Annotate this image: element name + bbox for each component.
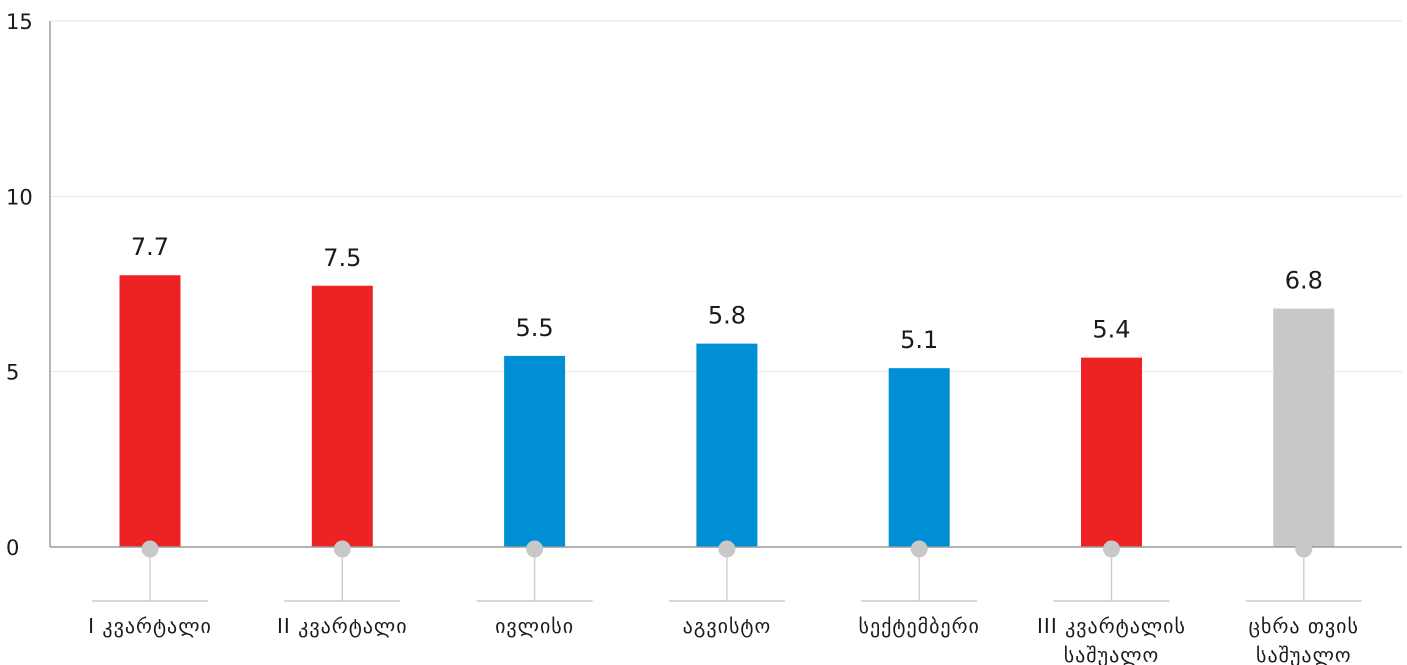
bar [119, 275, 181, 547]
category-marker-dot [1103, 540, 1120, 558]
value-label: 5.8 [708, 302, 746, 330]
bar [888, 368, 950, 547]
value-label: 5.4 [1092, 316, 1130, 344]
x-tick-label: აგვისტო [683, 614, 772, 638]
y-tick-label: 15 [6, 10, 33, 34]
category-marker-dot [333, 540, 351, 558]
value-label: 5.1 [900, 326, 938, 354]
x-tick-label: ივლისი [495, 614, 574, 638]
value-label: 7.5 [323, 244, 361, 272]
x-tick-label: III კვარტალის [1037, 614, 1186, 638]
x-tick-label: საშუალო [1256, 643, 1352, 665]
x-tick-label: II კვარტალი [277, 614, 408, 638]
y-tick-label: 10 [6, 185, 33, 209]
value-label: 7.7 [131, 233, 169, 261]
bar [696, 343, 758, 547]
category-marker-dot [718, 540, 736, 558]
y-tick-label: 5 [6, 361, 19, 385]
category-marker-dot [526, 540, 544, 558]
category-marker-dot [1295, 540, 1313, 558]
bars [119, 275, 1335, 547]
bar [1081, 357, 1142, 547]
bar [1273, 308, 1335, 547]
category-marker-dot [141, 540, 159, 558]
x-tick-label: ცხრა თვის [1249, 614, 1359, 638]
bar [311, 285, 373, 547]
category-marker-dot [910, 540, 928, 558]
bar [504, 355, 566, 547]
y-axis-ticks: 0 5 10 15 [6, 10, 33, 560]
x-axis-labels: I კვარტალი II კვარტალი ივლისი აგვისტო სექტემ… [88, 614, 1359, 665]
x-tick-label: საშუალო [1064, 643, 1160, 665]
x-tick-label: სექტემბერი [859, 614, 980, 638]
value-label: 5.5 [516, 314, 554, 342]
value-label: 6.8 [1285, 267, 1323, 295]
y-tick-label: 0 [6, 536, 19, 560]
value-labels: 7.7 7.5 5.5 5.8 5.1 5.4 6.8 [131, 233, 1323, 354]
x-tick-label: I კვარტალი [88, 614, 212, 638]
category-markers [92, 540, 1362, 602]
